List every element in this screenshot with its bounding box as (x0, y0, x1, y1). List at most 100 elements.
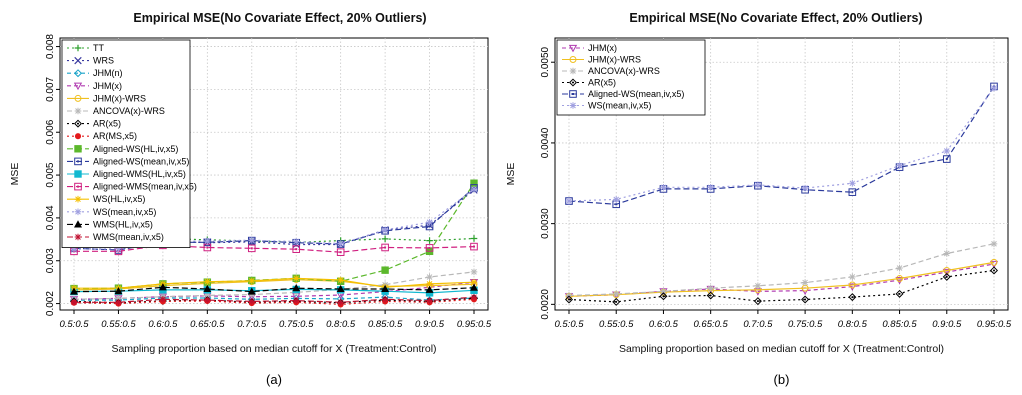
chart-title: Empirical MSE(No Covariate Effect, 20% O… (133, 11, 426, 25)
legend-swatch-marker (569, 102, 577, 109)
series-line (73, 189, 475, 250)
x-tick-label: 0.6:0.5 (649, 319, 679, 330)
legend-entry: WS(HL,iv,x5) (93, 194, 145, 204)
x-axis-label: Sampling proportion based on median cuto… (111, 343, 436, 355)
x-tick-label: 0.9:0.5 (415, 319, 445, 330)
data-point (381, 284, 390, 293)
chart-title: Empirical MSE(No Covariate Effect, 20% O… (629, 11, 922, 25)
data-point-center (898, 292, 901, 295)
data-point (292, 238, 300, 245)
legend-swatch-marker-center (572, 93, 574, 95)
data-point (848, 293, 857, 302)
legend-swatch-marker (569, 67, 577, 75)
data-point (754, 181, 762, 189)
data-point (896, 162, 903, 169)
series-line (568, 243, 995, 297)
legend-entry: WS(mean,iv,x5) (93, 207, 156, 217)
series-line (74, 244, 475, 253)
data-point (204, 278, 211, 286)
data-point-center (756, 300, 759, 303)
legend-entry: Aligned-WS(mean,iv,x5) (588, 89, 684, 99)
legend-swatch-marker (74, 94, 82, 102)
x-tick-label: 0.55:0.5 (101, 319, 136, 330)
legend-entry: WRS (93, 56, 114, 66)
data-point (381, 235, 389, 243)
data-point (895, 276, 904, 285)
data-point-center (945, 275, 948, 278)
data-point (848, 283, 857, 291)
x-tick-label: 0.7:0.5 (237, 319, 267, 330)
data-point-center (384, 246, 387, 249)
data-point (426, 218, 433, 226)
y-tick-label: 0.004 (45, 205, 56, 230)
data-point-center (206, 246, 209, 249)
x-tick-label: 0.75:0.5 (279, 319, 314, 330)
data-point (565, 197, 573, 205)
data-point-center (428, 225, 431, 228)
data-point (707, 184, 714, 191)
data-point (470, 242, 478, 251)
data-point (989, 260, 999, 269)
data-point-center (339, 251, 342, 254)
series-line (74, 296, 475, 303)
data-point (564, 295, 574, 304)
legend-entry: WS(mean,iv,x5) (588, 101, 651, 111)
series-line (568, 86, 995, 205)
y-tick-label: 0.0030 (540, 208, 551, 239)
data-point (470, 283, 478, 291)
data-point-center (709, 294, 712, 297)
data-point (248, 277, 256, 285)
data-point (70, 298, 78, 306)
data-point (114, 287, 123, 295)
legend-entry: WMS(mean,iv,x5) (93, 232, 164, 242)
legend-swatch-marker (73, 119, 83, 128)
legend-swatch-marker (74, 220, 82, 228)
data-point (337, 276, 344, 284)
legend-swatch-marker (74, 195, 82, 203)
data-point-center (945, 158, 948, 161)
data-point (381, 243, 389, 252)
series-16 (70, 293, 478, 306)
data-point (990, 258, 998, 266)
series-line (568, 87, 995, 202)
data-point (158, 283, 167, 291)
legend-swatch-marker (74, 56, 82, 65)
series-line (73, 298, 475, 306)
data-point (470, 278, 478, 286)
legend-swatch-marker (73, 82, 83, 91)
legend-swatch-marker (74, 170, 82, 178)
data-point (381, 266, 389, 274)
data-point (565, 292, 573, 299)
data-point (115, 295, 122, 302)
data-point (336, 284, 345, 293)
data-point (612, 290, 620, 298)
data-point (848, 188, 857, 196)
data-point (849, 273, 856, 281)
data-point-center (615, 300, 618, 303)
panel-label: (b) (774, 372, 790, 387)
legend-entry: TT (93, 43, 104, 53)
data-point (248, 298, 256, 305)
panel-a: Empirical MSE(No Covariate Effect, 20% O… (9, 11, 492, 387)
legend-entry: WMS(HL,iv,x5) (93, 219, 153, 229)
legend-swatch-marker (74, 107, 82, 115)
data-point (612, 196, 620, 203)
panel-b: Empirical MSE(No Covariate Effect, 20% O… (505, 11, 1012, 387)
data-point-center (250, 247, 253, 250)
legend-swatch-marker (569, 90, 577, 98)
series-line (568, 269, 995, 303)
data-point (848, 281, 856, 289)
y-tick-label: 0.0020 (540, 289, 551, 320)
data-point (990, 240, 998, 248)
x-tick-label: 0.5:0.5 (554, 319, 584, 330)
legend-entry: Aligned-WMS(mean,iv,x5) (93, 182, 197, 192)
data-point (336, 248, 345, 256)
data-point (247, 287, 256, 295)
x-tick-label: 0.9:0.5 (932, 319, 962, 330)
data-point (990, 84, 998, 92)
data-point (70, 245, 78, 253)
data-point (801, 295, 810, 304)
data-point (943, 250, 951, 257)
x-tick-label: 0.8:0.5 (326, 319, 356, 330)
